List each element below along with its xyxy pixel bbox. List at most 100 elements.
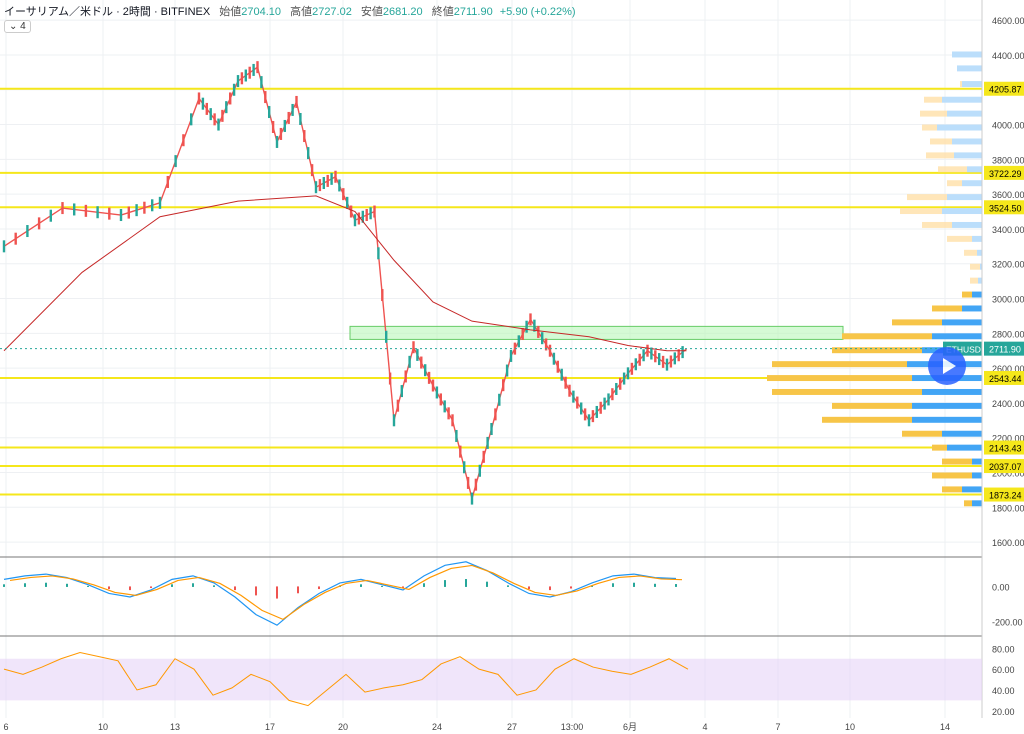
macd-hist-18: [381, 585, 383, 587]
macd-hist-2: [45, 582, 47, 587]
candle-26-4: [642, 349, 645, 362]
level-tag-5: 2037.07: [989, 462, 1022, 472]
volume-profile-buy-7: [926, 152, 954, 159]
candle-26-2: [634, 358, 637, 371]
candle-24-2: [595, 405, 598, 418]
macd-hist-31: [654, 583, 656, 587]
volume-profile-sell-1: [957, 65, 982, 72]
candle-18-0: [470, 492, 474, 505]
level-tag-bg-1: [984, 165, 1024, 180]
volume-profile-sell-30: [972, 472, 982, 479]
macd-hist-21: [444, 580, 446, 587]
candle-6-2: [244, 69, 247, 82]
volume-profile-sell-12: [952, 221, 982, 228]
volume-profile-buy-2: [960, 81, 962, 88]
candle-4-0: [197, 92, 201, 105]
indicator-toggle-button[interactable]: ⌄ 4: [4, 20, 31, 33]
candle-28-0: [665, 358, 669, 371]
x-tick-6: 27: [507, 722, 517, 732]
macd-hist-1: [24, 583, 26, 587]
candle-11-1: [338, 179, 341, 192]
macd-hist-20: [423, 583, 425, 587]
volume-profile-sell-20: [932, 333, 982, 340]
candle-26-3: [638, 353, 641, 366]
macd-hist-24: [507, 585, 509, 587]
candle-11-4: [349, 205, 353, 218]
candle-21-0: [529, 313, 532, 326]
candle-12-3: [365, 209, 368, 222]
volume-profile-buy-32: [964, 500, 972, 507]
volume-profile-buy-14: [964, 249, 977, 256]
y-tick-11: 2400.00: [992, 399, 1024, 409]
candle-5-0: [217, 118, 220, 131]
candle-28-2: [673, 352, 676, 365]
level-tag-1: 3722.29: [989, 169, 1022, 179]
candle-24-4: [603, 397, 606, 410]
x-tick-5: 24: [432, 722, 442, 732]
candle-23-3: [580, 402, 583, 415]
candle-9-3: [307, 147, 310, 160]
candle-0-0: [2, 240, 6, 253]
candle-3-2: [174, 155, 177, 168]
candle-10-0: [314, 181, 318, 194]
symbol-tag: ETHUSD: [946, 345, 981, 355]
candle-27-4: [661, 355, 665, 368]
candle-7-3: [268, 106, 271, 119]
x-tick-12: 14: [940, 722, 950, 732]
candle-2-4: [151, 199, 154, 212]
volume-profile-buy-21: [832, 347, 922, 354]
candle-12-4: [369, 207, 372, 220]
symbol-header: イーサリアム／米ドル · 2時間 · BITFINEX 始値2704.10 高値…: [4, 3, 576, 19]
candle-9-1: [299, 112, 302, 125]
candle-27-1: [650, 347, 653, 360]
volume-profile-sell-14: [977, 249, 982, 256]
candle-8-4: [291, 103, 294, 116]
level-tag-2: 3524.50: [989, 203, 1022, 213]
volume-profile-sell-8: [967, 166, 982, 173]
candle-7-2: [264, 91, 267, 104]
candle-22-3: [560, 368, 563, 381]
y-tick-0: 4600.00: [992, 16, 1024, 26]
volume-profile-buy-23: [767, 375, 912, 382]
volume-profile-sell-19: [942, 319, 982, 326]
rsi-line: [3, 651, 689, 707]
candle-13-3: [385, 330, 388, 343]
candle-4-2: [205, 102, 208, 115]
close-label: 終値: [431, 6, 454, 18]
x-tick-10: 7: [775, 722, 780, 732]
level-tag-bg-6: [984, 487, 1024, 502]
candle-0-1: [14, 232, 17, 245]
play-icon[interactable]: [928, 347, 966, 385]
volume-profile-sell-28: [947, 444, 982, 451]
candle-10-4: [330, 172, 333, 185]
candle-11-3: [346, 196, 349, 209]
candle-10-3: [326, 174, 329, 187]
candle-5-2: [225, 101, 228, 114]
level-tag-bg-5: [984, 459, 1024, 474]
volume-profile-buy-30: [932, 472, 972, 479]
volume-profile-sell-17: [972, 291, 982, 298]
volume-profile-sell-3: [942, 96, 982, 103]
y-tick-6: 3400.00: [992, 225, 1024, 235]
volume-profile-buy-10: [907, 194, 947, 201]
candle-3-0: [158, 196, 162, 209]
candle-12-1: [357, 212, 361, 225]
candle-15-1: [416, 348, 419, 361]
candle-17-1: [455, 429, 458, 442]
symbol-title: イーサリアム／米ドル · 2時間 · BITFINEX: [4, 6, 211, 18]
candle-1-0: [61, 202, 64, 215]
candle-12-2: [361, 210, 364, 223]
level-tag-bg-2: [984, 200, 1024, 215]
candle-0-2: [26, 225, 29, 238]
y-tick-10: 2600.00: [992, 364, 1024, 374]
candle-8-1: [279, 127, 283, 140]
candle-23-2: [576, 396, 579, 409]
candle-0-4: [49, 209, 52, 222]
moving-average-line: [3, 195, 687, 352]
candle-4-4: [213, 113, 216, 126]
macd-hist-10: [213, 585, 215, 587]
candle-14-2: [400, 385, 403, 398]
volume-profile-sell-9: [962, 180, 982, 187]
level-tag-6: 1873.24: [989, 491, 1022, 501]
